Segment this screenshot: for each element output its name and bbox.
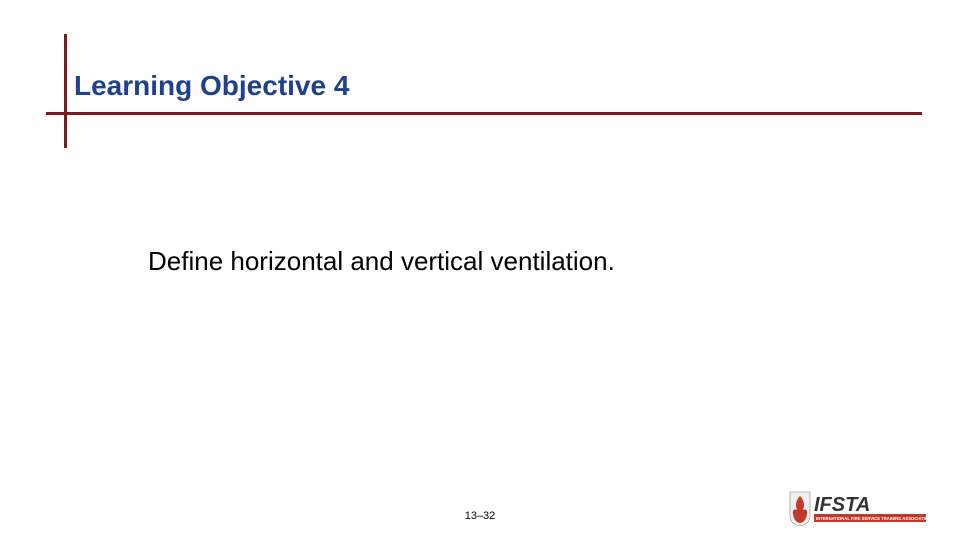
- title-horizontal-rule: [46, 112, 922, 115]
- slide: Learning Objective 4 Define horizontal a…: [0, 0, 960, 540]
- logo-text: IFSTA: [814, 494, 870, 516]
- ifsta-logo: IFSTA INTERNATIONAL FIRE SERVICE TRAININ…: [780, 488, 930, 528]
- logo-subtitle: INTERNATIONAL FIRE SERVICE TRAINING ASSO…: [816, 516, 930, 521]
- title-vertical-rule: [64, 34, 67, 148]
- flame-icon: [790, 492, 810, 526]
- slide-body: Define horizontal and vertical ventilati…: [148, 246, 615, 277]
- slide-title: Learning Objective 4: [74, 70, 349, 102]
